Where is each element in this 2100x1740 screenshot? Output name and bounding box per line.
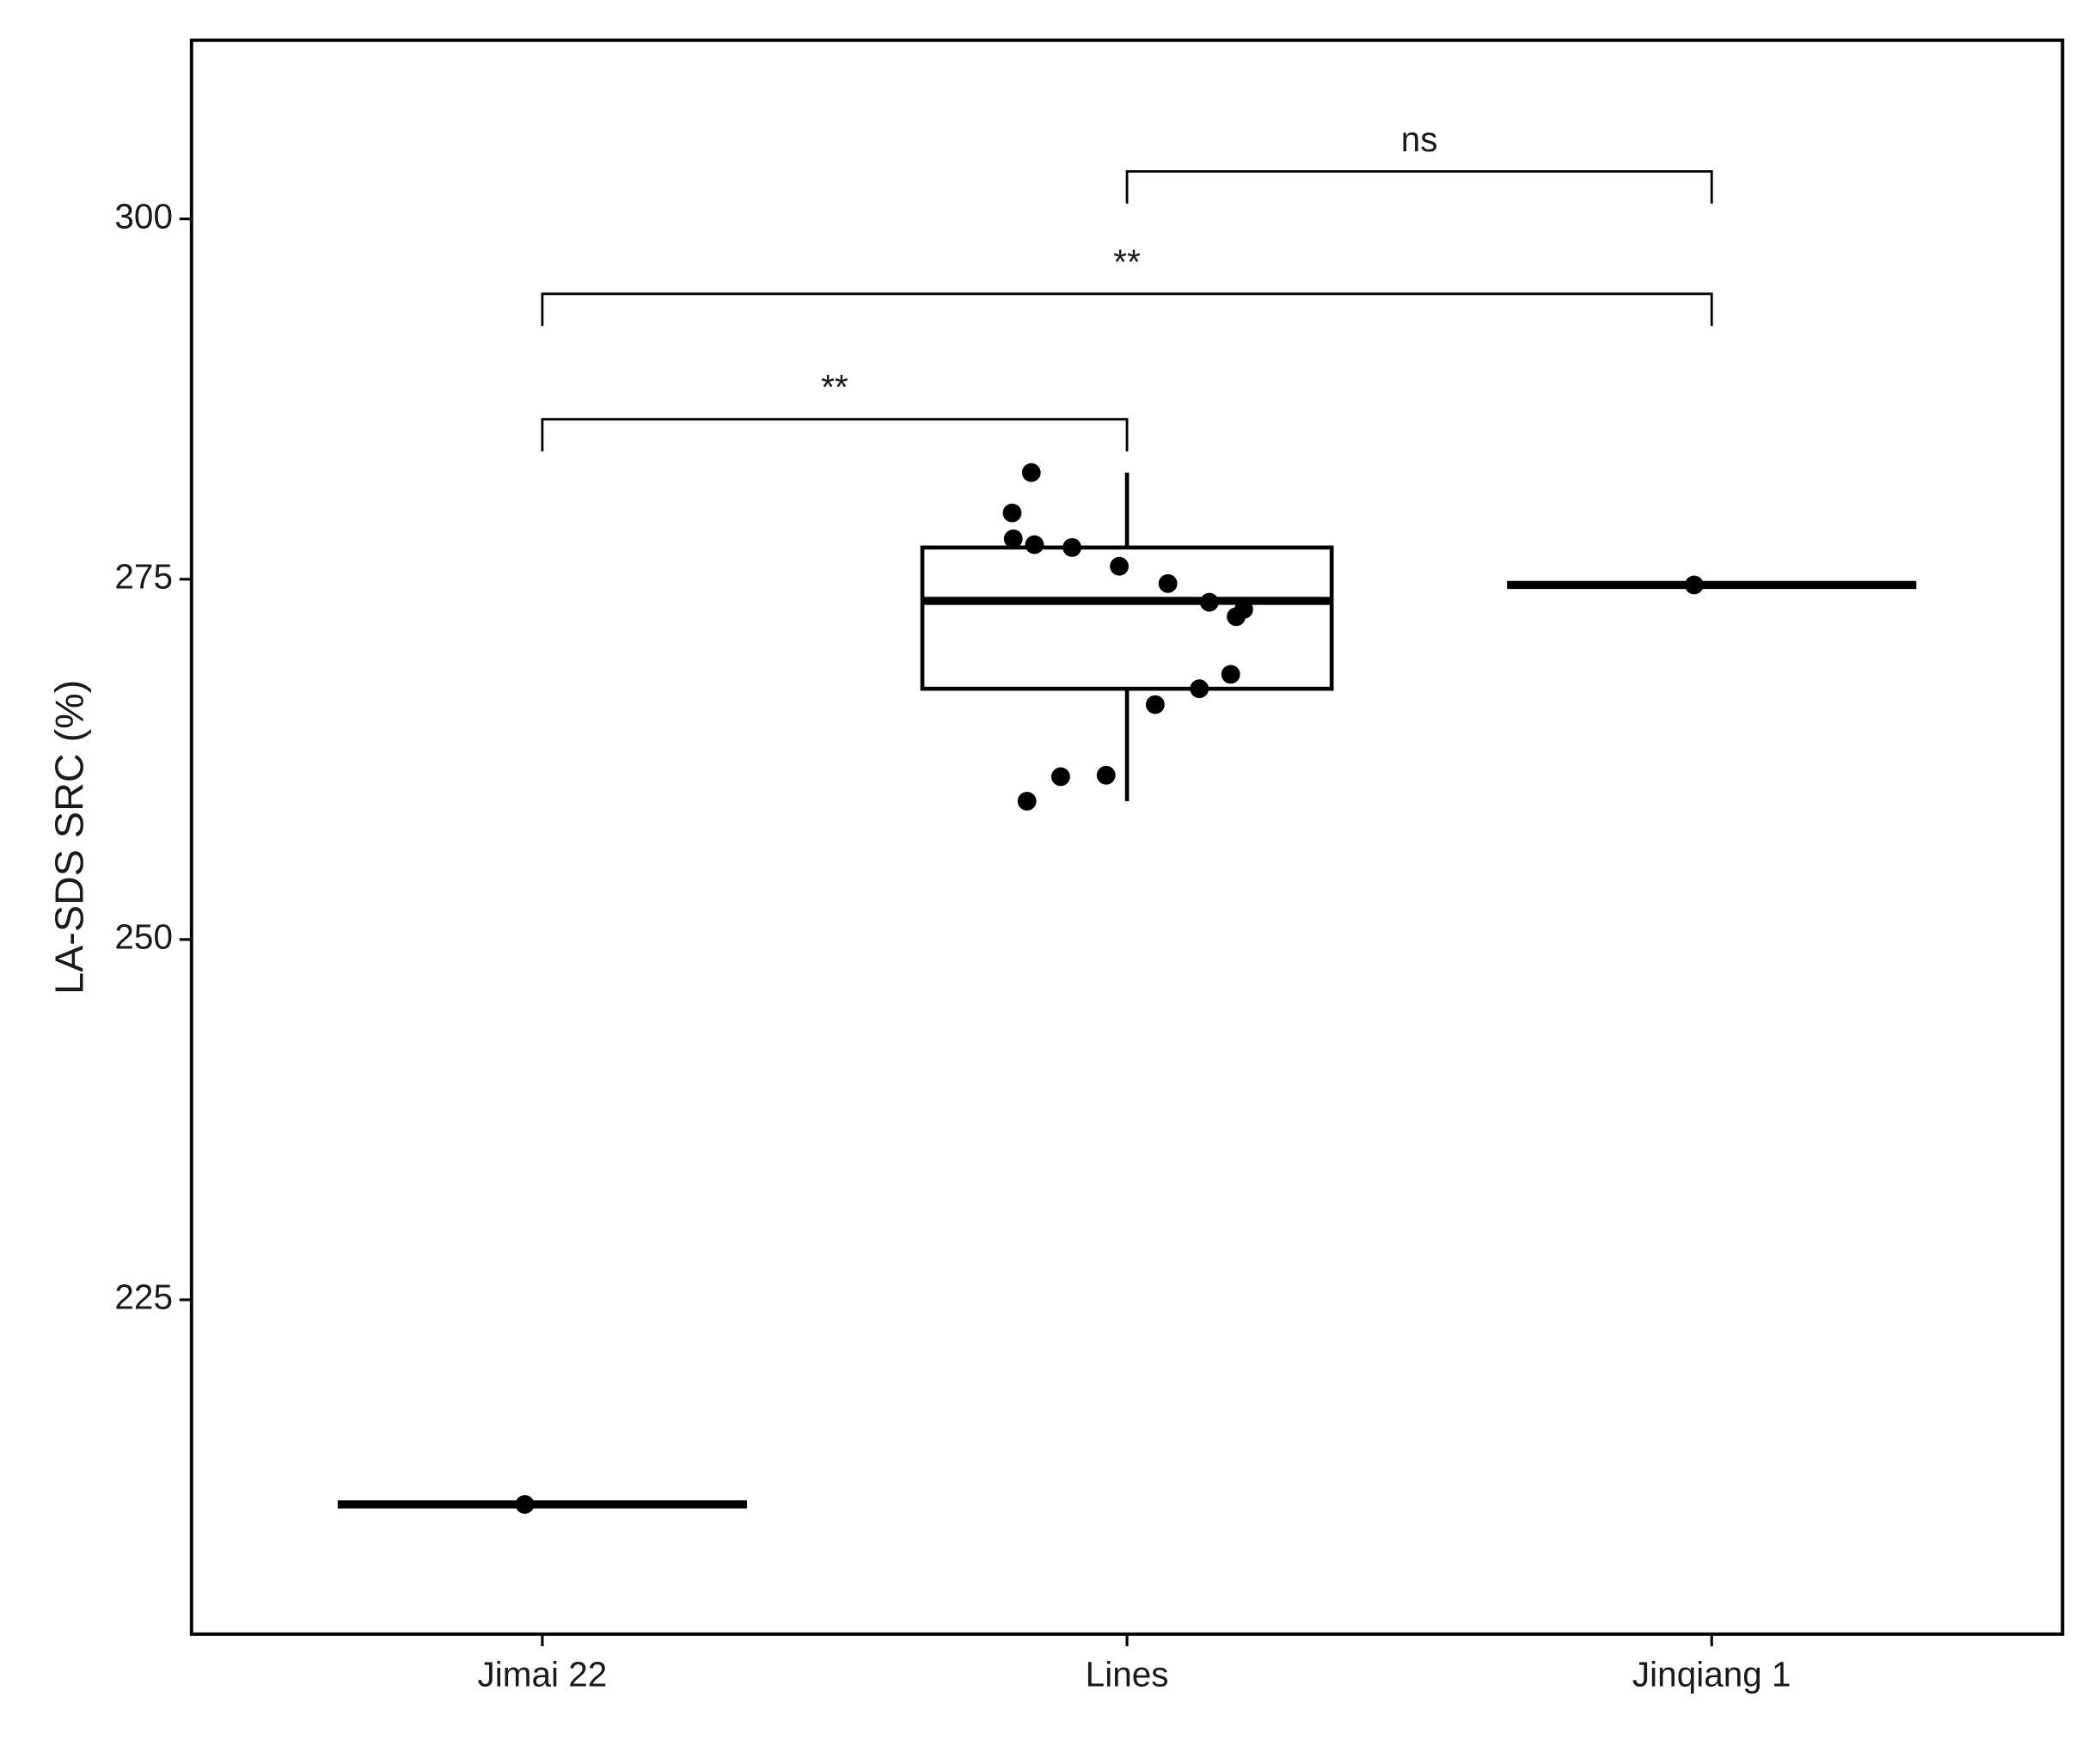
significance-bracket (541, 292, 1713, 327)
y-tick-label: 225 (114, 1277, 173, 1317)
point (1021, 463, 1041, 482)
point (1221, 665, 1240, 684)
point (1145, 695, 1165, 714)
point (1051, 767, 1070, 787)
point (1234, 600, 1253, 619)
point (1190, 679, 1209, 699)
point (1062, 537, 1082, 557)
point (1003, 529, 1023, 548)
significance-label: ns (1401, 119, 1438, 159)
y-tick-label: 275 (114, 556, 173, 596)
point (1684, 575, 1704, 595)
y-axis-title: LA-SDS SRC (%) (46, 680, 91, 995)
point (1158, 573, 1178, 593)
point (1199, 592, 1219, 612)
significance-bracket (541, 418, 1129, 452)
significance-label: ** (821, 367, 848, 407)
y-tick-label: 250 (114, 917, 173, 957)
point (1110, 556, 1130, 576)
point (1096, 765, 1116, 785)
point (1002, 503, 1022, 523)
y-tick-label: 300 (114, 196, 173, 236)
significance-label: ** (1113, 242, 1141, 281)
x-tick-label: Jimai 22 (478, 1654, 608, 1694)
point (1025, 535, 1044, 554)
x-tick-label: Jinqiang 1 (1632, 1654, 1791, 1694)
significance-bracket (1125, 169, 1713, 204)
point (515, 1495, 535, 1514)
point (1017, 792, 1037, 811)
x-tick-label: Lines (1086, 1654, 1169, 1694)
